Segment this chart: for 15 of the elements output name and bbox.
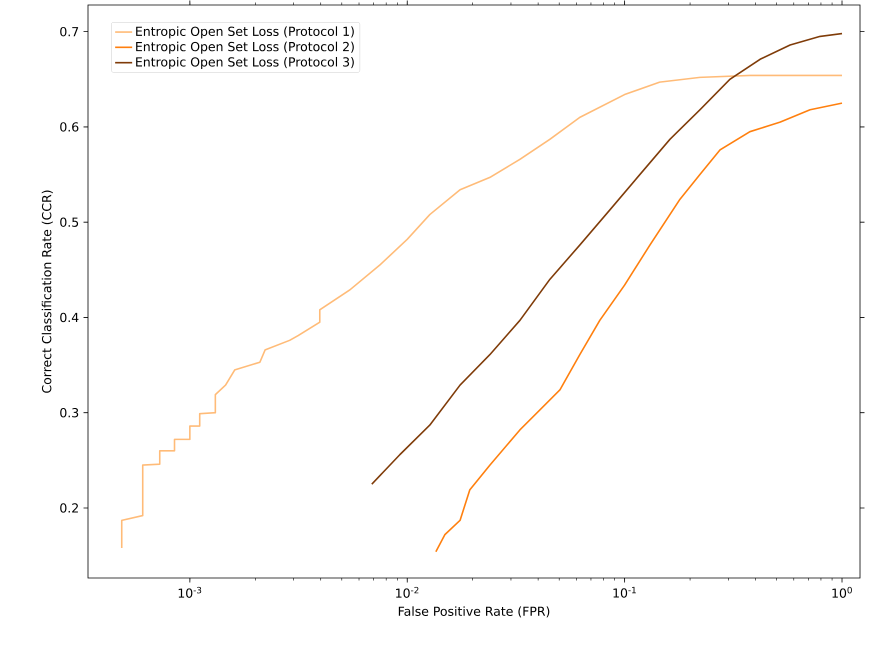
y-tick-label: 0.4 xyxy=(60,312,78,322)
y-tick-label: 0.7 xyxy=(60,26,78,36)
x-tick-label: 10$^{-1}$ xyxy=(613,586,636,598)
y-tick-label: 0.2 xyxy=(60,503,78,513)
legend-label: Entropic Open Set Loss (Protocol 1) xyxy=(136,26,354,38)
x-axis-title: False Positive Rate (FPR) xyxy=(398,606,550,618)
y-tick-label: 0.3 xyxy=(60,408,78,418)
x-tick-label: 10$^{-2}$ xyxy=(396,586,418,598)
x-tick-label: 10$^{-3}$ xyxy=(178,586,202,598)
y-tick-label: 0.5 xyxy=(60,217,78,227)
legend-label: Entropic Open Set Loss (Protocol 2) xyxy=(136,42,354,54)
x-tick-label: 10$^{0}$ xyxy=(832,586,852,598)
y-axis-title: Correct Classification Rate (CCR) xyxy=(42,190,53,393)
y-tick-label: 0.6 xyxy=(60,122,78,132)
legend-label: Entropic Open Set Loss (Protocol 3) xyxy=(136,56,354,70)
